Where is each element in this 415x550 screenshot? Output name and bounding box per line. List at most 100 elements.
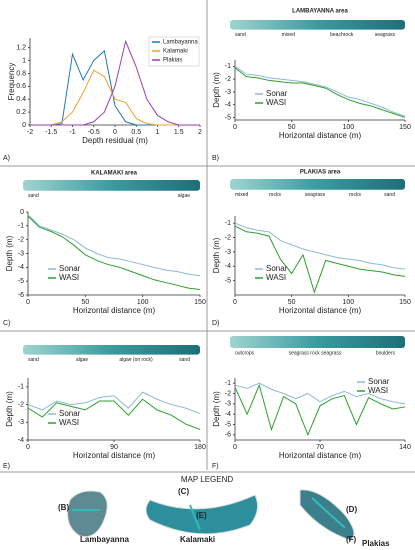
legend-label: Sonar [59, 264, 81, 273]
x-tick-label: 70 [316, 444, 324, 451]
y-tick-label: -3 [225, 89, 231, 96]
x-tick-label: 150 [399, 124, 411, 131]
strip-label: boulders [376, 350, 396, 356]
legend-label: Plakias [163, 58, 182, 64]
x-tick-label: 50 [288, 124, 296, 131]
transect [189, 504, 201, 531]
y-tick-label: -2 [225, 76, 231, 83]
y-axis-label: Depth (m) [212, 237, 221, 273]
chart-title: LAMBAYANNA area [292, 9, 348, 15]
x-tick-label: 140 [399, 444, 411, 451]
series-line [234, 222, 406, 270]
x-tick-label: 100 [137, 299, 149, 306]
panel-label: A) [3, 155, 10, 162]
y-tick-label: -2 [18, 237, 24, 244]
x-tick-label: -1 [69, 129, 75, 136]
y-tick-label: 0 [20, 209, 24, 216]
x-tick-label: 1.5 [174, 129, 184, 136]
series-line [234, 383, 406, 437]
strip-label: algae [76, 357, 88, 363]
x-tick-label: 0 [233, 444, 237, 451]
legend-label: WASI [59, 273, 79, 282]
x-axis-label: Horizontal distance (m) [73, 451, 156, 460]
y-tick-label: -3 [18, 250, 24, 257]
x-tick-label: 100 [342, 124, 354, 131]
legend-label: WASI [266, 273, 286, 282]
y-tick-label: 1.2 [16, 45, 26, 52]
y-tick-label: -3 [225, 249, 231, 256]
x-tick-label: 1 [156, 129, 160, 136]
x-axis-label: Horizontal distance (m) [279, 451, 362, 460]
strip-label: beachrock [330, 32, 354, 38]
legend-label: Sonar [266, 89, 288, 98]
panel-label: F) [212, 463, 219, 470]
series-line [27, 391, 201, 414]
y-tick-label: -2 [18, 401, 24, 408]
x-tick-label: 0 [233, 124, 237, 131]
strip-label: seagrass rock seagrass [289, 350, 342, 356]
x-tick-label: 100 [342, 299, 354, 306]
series-line [234, 225, 406, 294]
x-axis-label: Horizontal distance (m) [279, 131, 362, 140]
y-tick-label: -4 [18, 264, 24, 271]
y-tick-label: -5 [225, 421, 231, 428]
strip-label: mixed [282, 32, 296, 38]
strip-label: rocks [349, 192, 361, 198]
y-axis-label: Depth (m) [5, 235, 14, 271]
x-axis-label: Depth residual (m) [82, 136, 148, 145]
chart-title: KALAMAKI area [91, 171, 138, 177]
y-tick-label: -4 [225, 411, 231, 418]
y-tick-label: 0.8 [16, 70, 26, 77]
transect [311, 497, 346, 529]
panel-label: B) [212, 155, 219, 162]
x-tick-label: 0 [113, 129, 117, 136]
strip-label: rocks [269, 192, 281, 198]
y-tick-label: 0.4 [16, 96, 26, 103]
map-marker: (C) [178, 487, 189, 496]
site-label: Lambayanna [80, 535, 129, 544]
series-line [27, 398, 201, 430]
y-tick-label: 0 [22, 122, 26, 129]
x-tick-label: -1.5 [45, 129, 57, 136]
x-tick-label: 150 [399, 299, 411, 306]
y-tick-label: -5 [225, 277, 231, 284]
legend-label: WASI [266, 98, 286, 107]
y-tick-label: -5 [18, 278, 24, 285]
legend-label: Kalamaki [163, 49, 188, 55]
transect-image [23, 345, 200, 355]
y-tick-label: -1 [18, 384, 24, 391]
series-line [27, 215, 201, 290]
x-tick-label: 90 [110, 444, 118, 451]
strip-label: algae (on rock) [119, 357, 153, 363]
y-tick-label: -3 [225, 401, 231, 408]
y-tick-label: 0.2 [16, 109, 26, 116]
y-tick-label: -4 [18, 437, 24, 444]
x-tick-label: 50 [288, 299, 296, 306]
y-tick-label: -1 [225, 380, 231, 387]
x-tick-label: 0.5 [131, 129, 141, 136]
map-marker: (D) [346, 505, 357, 514]
y-axis-label: Frequency [7, 63, 16, 101]
map-kalamaki [145, 494, 259, 535]
panel-label: C) [3, 320, 10, 327]
x-tick-label: 0 [233, 299, 237, 306]
y-tick-label: -2 [225, 390, 231, 397]
x-tick-label: -0.5 [88, 129, 100, 136]
map-legend-title: MAP LEGEND [181, 475, 234, 484]
legend-label: Sonar [266, 264, 288, 273]
strip-label: sand [384, 192, 395, 198]
chart-title: PLAKIAS area [300, 170, 341, 176]
transect-image [23, 180, 200, 191]
strip-label: seagrass [375, 32, 396, 38]
series-line [30, 39, 200, 126]
y-tick-label: -4 [225, 263, 231, 270]
x-axis-label: Horizontal distance (m) [73, 306, 156, 315]
y-tick-label: -1 [225, 220, 231, 227]
x-tick-label: 180 [194, 444, 206, 451]
transect-image [230, 179, 405, 190]
legend-label: Lambayanna [163, 40, 198, 46]
y-tick-label: -2 [225, 234, 231, 241]
y-tick-label: 0.6 [16, 83, 26, 90]
y-tick-label: -4 [225, 102, 231, 109]
